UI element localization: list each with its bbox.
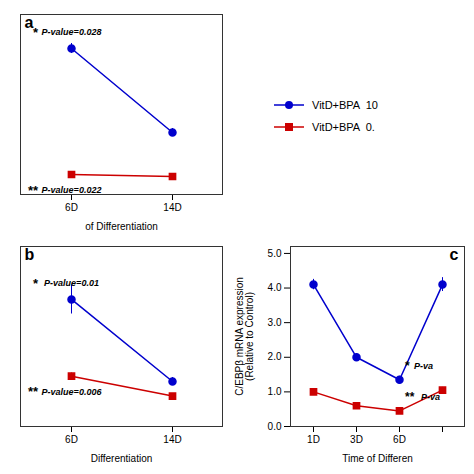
svg-text:1D: 1D (307, 434, 320, 445)
svg-text:*: * (32, 276, 38, 291)
svg-text:0.0: 0.0 (268, 421, 282, 432)
svg-text:14D: 14D (163, 434, 181, 445)
svg-text:P-value=0.028: P-value=0.028 (42, 27, 102, 37)
svg-text:Differentiation: Differentiation (91, 453, 153, 464)
svg-text:P-value=0.022: P-value=0.022 (42, 185, 102, 195)
svg-text:14D: 14D (163, 202, 181, 213)
svg-text:P-value=0.01: P-value=0.01 (44, 278, 99, 288)
svg-text:6D: 6D (65, 434, 78, 445)
svg-text:**: ** (27, 183, 38, 198)
svg-text:of Differentiation: of Differentiation (85, 221, 158, 232)
svg-text:3D: 3D (350, 434, 363, 445)
svg-text:a: a (25, 14, 34, 31)
svg-text:3.0: 3.0 (268, 317, 282, 328)
svg-text:**: ** (405, 390, 416, 404)
svg-text:C/EBPβ mRNA expression(Relativ: C/EBPβ mRNA expression(Relative to Contr… (234, 277, 255, 396)
svg-text:Time of Differen: Time of Differen (342, 453, 413, 464)
svg-text:b: b (25, 246, 35, 263)
svg-text:c: c (450, 246, 459, 263)
svg-text:5.0: 5.0 (268, 248, 282, 259)
svg-text:6D: 6D (65, 202, 78, 213)
svg-text:2.0: 2.0 (268, 351, 282, 362)
html-text:VitD+BPA 10: VitD+BPA 10 (312, 99, 378, 111)
svg-text:P-value=0.006: P-value=0.006 (42, 387, 103, 397)
html-text:VitD+BPA 0.: VitD+BPA 0. (312, 121, 375, 133)
svg-text:1.0: 1.0 (268, 386, 282, 397)
svg-text:4.0: 4.0 (268, 282, 282, 293)
svg-text:6D: 6D (393, 434, 406, 445)
svg-text:P-va: P-va (419, 392, 441, 402)
svg-text:*: * (405, 359, 411, 373)
svg-text:P-va: P-va (412, 361, 434, 371)
svg-text:**: ** (27, 384, 38, 399)
